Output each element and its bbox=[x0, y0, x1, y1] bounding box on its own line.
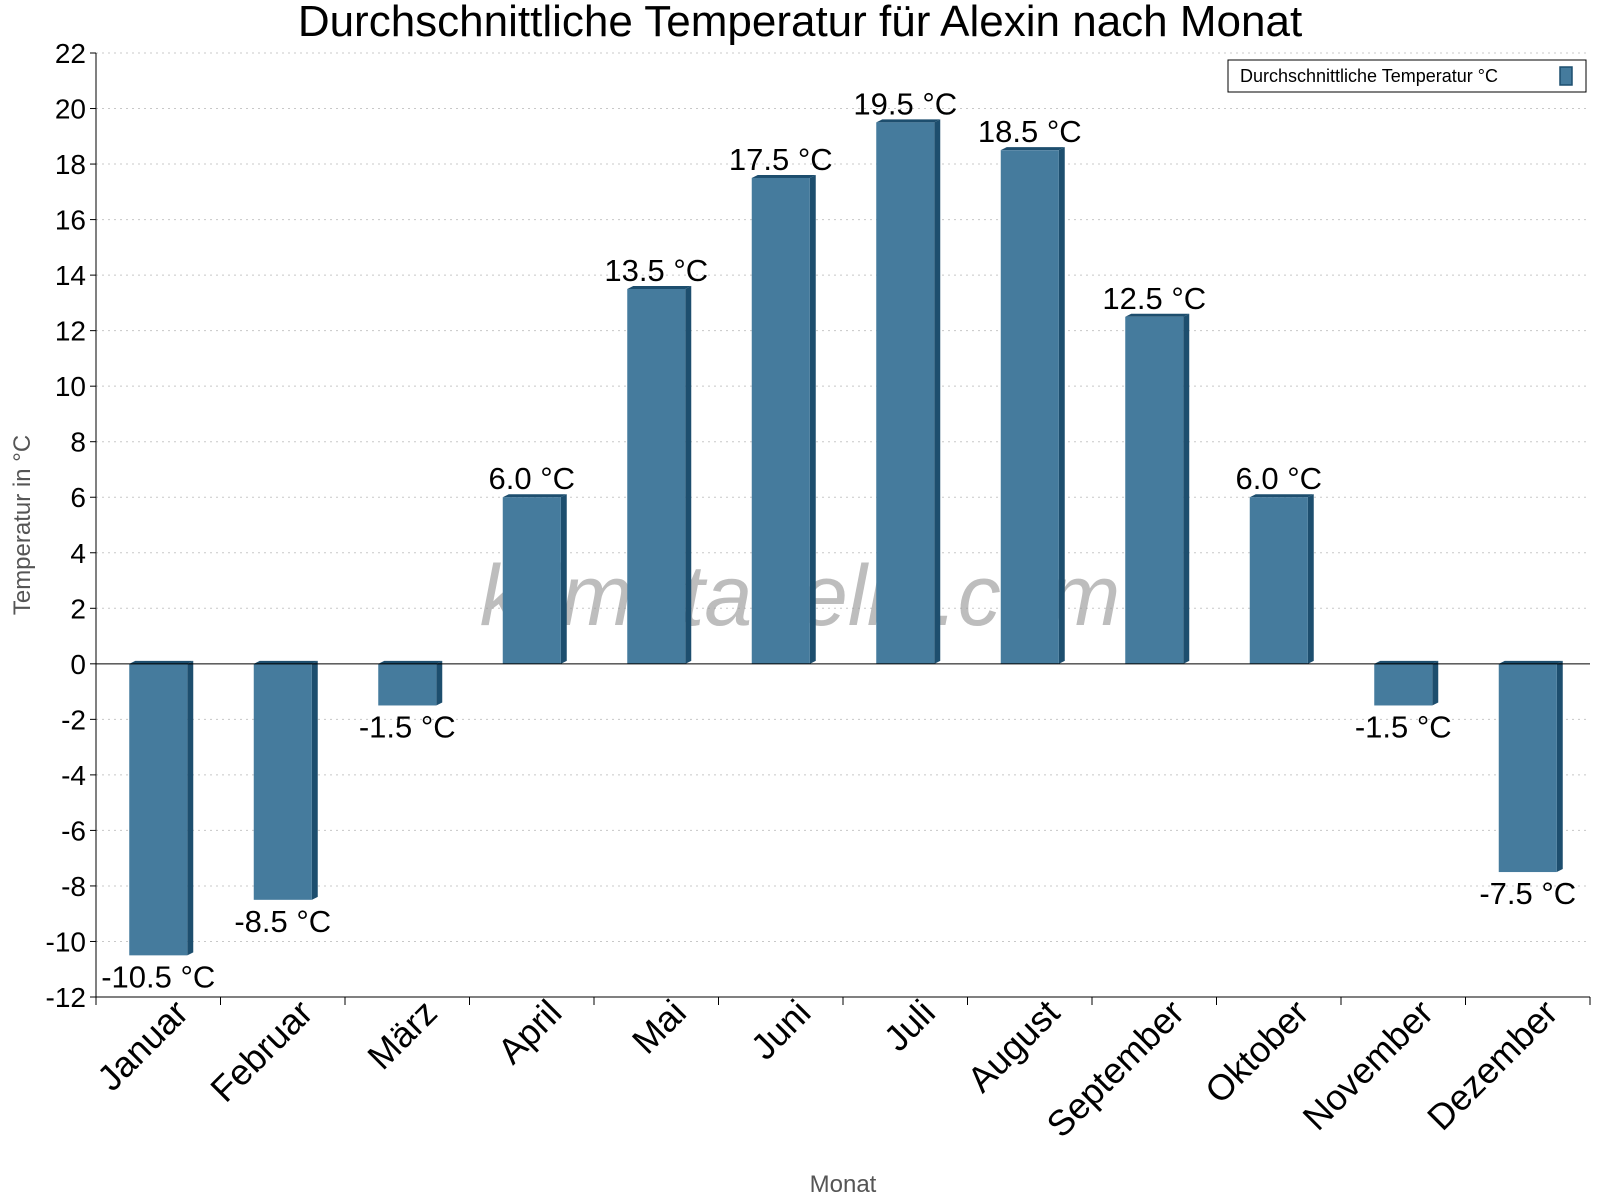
x-tick-label: Mai bbox=[624, 992, 694, 1062]
bar bbox=[876, 122, 935, 664]
bar-top bbox=[378, 660, 443, 664]
bar-side bbox=[1183, 313, 1190, 664]
y-tick-labels: -12 -10 -8 -6 -4 -2 0 2 4 6 8 10 12 14 16 18 20 22 bbox=[46, 38, 86, 1013]
bar bbox=[1249, 497, 1308, 664]
x-tick-label: Juni bbox=[743, 992, 819, 1068]
bar-side bbox=[436, 660, 443, 706]
data-label: -1.5 °C bbox=[1355, 709, 1452, 744]
bar-side bbox=[1432, 660, 1439, 706]
bar bbox=[627, 289, 686, 664]
x-tick-label: Oktober bbox=[1197, 992, 1317, 1112]
y-tick-label: 0 bbox=[70, 649, 86, 680]
x-tick-label: April bbox=[489, 992, 569, 1072]
bar-side bbox=[809, 174, 816, 664]
bar-side bbox=[1556, 660, 1563, 873]
bar bbox=[502, 497, 561, 664]
legend-box bbox=[1227, 59, 1587, 93]
y-tick-label: -2 bbox=[61, 704, 86, 735]
bar-top bbox=[751, 174, 816, 178]
data-label: -7.5 °C bbox=[1479, 876, 1576, 911]
bar bbox=[1000, 150, 1059, 664]
data-label: 6.0 °C bbox=[489, 461, 576, 496]
data-label: 6.0 °C bbox=[1236, 461, 1323, 496]
x-tick-label: Februar bbox=[202, 992, 320, 1110]
bar-side bbox=[1058, 147, 1065, 664]
bars bbox=[129, 119, 1563, 956]
y-tick-label: -12 bbox=[46, 982, 86, 1013]
y-axis-title: Temperatur in °C bbox=[9, 435, 36, 615]
y-tick-label: 4 bbox=[70, 538, 86, 569]
y-tick-label: 16 bbox=[55, 205, 86, 236]
x-tick-labels: Januar Februar März April Mai Juni Juli AugustS… bbox=[89, 992, 1565, 1146]
y-tick-label: 12 bbox=[55, 316, 86, 347]
bar bbox=[1498, 663, 1557, 873]
grid-lines bbox=[96, 52, 1590, 998]
y-tick-label: 14 bbox=[55, 260, 86, 291]
bar bbox=[129, 663, 188, 956]
y-tick-label: 18 bbox=[55, 149, 86, 180]
data-label: -1.5 °C bbox=[359, 709, 456, 744]
y-tick-label: -10 bbox=[46, 926, 86, 957]
x-tick-label: März bbox=[359, 992, 445, 1078]
legend-entry-label: Durchschnittliche Temperatur °C bbox=[1240, 66, 1498, 86]
bar-top bbox=[129, 660, 194, 664]
data-labels: -10.5 °C -8.5 °C -1.5 °C 6.0 °C 13.5 °C 17.5 … bbox=[101, 86, 1576, 994]
x-axis-title: Monat bbox=[810, 1171, 877, 1198]
axes bbox=[90, 52, 1591, 1005]
y-tick-label: 20 bbox=[55, 94, 86, 125]
bar-top bbox=[1000, 147, 1065, 151]
bar bbox=[751, 177, 810, 664]
bar bbox=[253, 663, 312, 900]
x-tick-label: August bbox=[959, 992, 1067, 1100]
bar-side bbox=[560, 494, 567, 664]
y-tick-label: 22 bbox=[55, 38, 86, 69]
data-label: -10.5 °C bbox=[101, 959, 215, 994]
legend: Durchschnittliche Temperatur °C bbox=[1227, 59, 1587, 93]
bar-top bbox=[1374, 660, 1439, 664]
y-tick-label: -6 bbox=[61, 815, 86, 846]
y-tick-label: 6 bbox=[70, 482, 86, 513]
bar-top bbox=[253, 660, 318, 664]
y-tick-label: 10 bbox=[55, 371, 86, 402]
data-label: 12.5 °C bbox=[1102, 281, 1206, 316]
x-tick-label: November bbox=[1294, 992, 1440, 1138]
bar-side bbox=[311, 660, 318, 900]
bar bbox=[1374, 663, 1433, 706]
x-tick-label: Januar bbox=[89, 992, 196, 1099]
bar-side bbox=[934, 119, 941, 664]
data-label: -8.5 °C bbox=[234, 904, 331, 939]
y-tick-label: -4 bbox=[61, 760, 86, 791]
bar-side bbox=[685, 286, 692, 664]
bar-top bbox=[876, 119, 941, 123]
bar-top bbox=[502, 494, 567, 498]
bar bbox=[1125, 316, 1184, 664]
data-label: 17.5 °C bbox=[729, 142, 833, 177]
legend-swatch bbox=[1559, 66, 1573, 86]
y-tick-label: -8 bbox=[61, 871, 86, 902]
bar-side bbox=[1307, 494, 1314, 664]
chart-title: Durchschnittliche Temperatur für Alexin … bbox=[298, 0, 1302, 46]
bar bbox=[378, 663, 437, 706]
data-label: 18.5 °C bbox=[978, 114, 1082, 149]
bar-top bbox=[1498, 660, 1563, 664]
x-tick-label: Juli bbox=[876, 992, 943, 1059]
y-tick-label: 2 bbox=[70, 593, 86, 624]
y-tick-label: 8 bbox=[70, 427, 86, 458]
data-label: 13.5 °C bbox=[604, 253, 708, 288]
bar-top bbox=[1125, 313, 1190, 317]
data-label: 19.5 °C bbox=[853, 86, 957, 121]
bar-top bbox=[1249, 494, 1314, 498]
x-tick-label: Dezember bbox=[1419, 992, 1565, 1138]
bar-top bbox=[627, 286, 692, 289]
bar-side bbox=[187, 660, 194, 956]
